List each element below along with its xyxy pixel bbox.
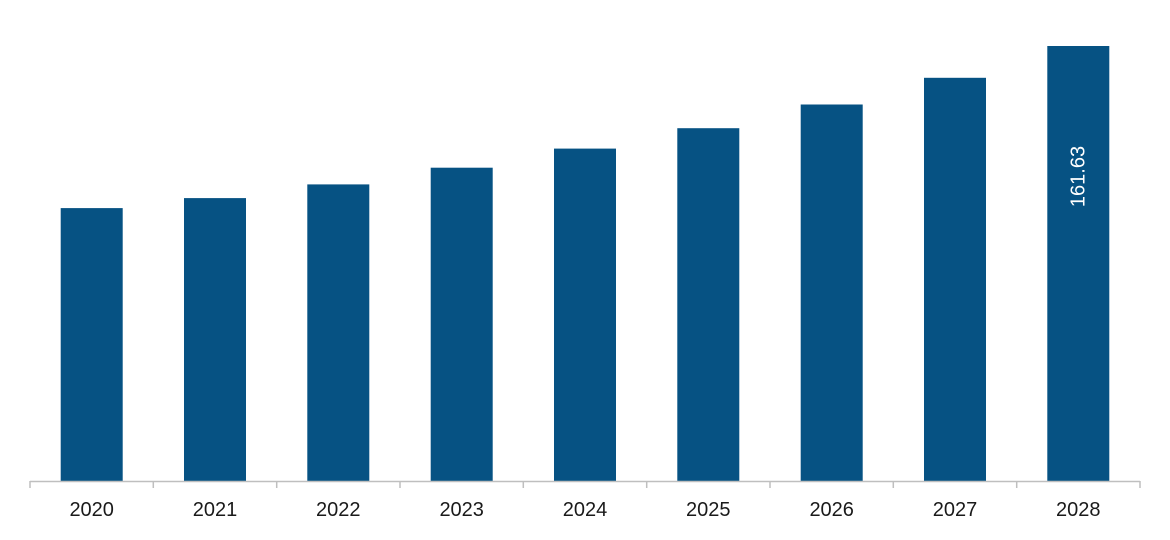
x-tick-label-2023: 2023 (439, 499, 484, 521)
x-tick-label-2022: 2022 (316, 499, 361, 521)
bar-2023 (430, 167, 493, 481)
x-tick-label-2024: 2024 (563, 499, 608, 521)
x-tick-label-2027: 2027 (933, 499, 978, 521)
bar-2028 (1047, 46, 1110, 481)
x-tick-label-2028: 2028 (1056, 499, 1101, 521)
bar-2021 (184, 198, 246, 481)
bar-2020 (60, 208, 123, 481)
data-label-2028: 161.63 (1067, 146, 1089, 207)
x-tick-label-2021: 2021 (193, 499, 238, 521)
bars-layer (60, 46, 1110, 482)
bar-2025 (677, 128, 740, 481)
bar-2024 (554, 148, 616, 481)
x-axis: 2020 2021 2022 2023 2024 2025 2026 2027 2028 (29, 480, 1141, 521)
bar-2022 (307, 184, 370, 481)
x-tick-label-2020: 2020 (69, 499, 114, 521)
bar-2027 (924, 77, 986, 482)
bar-2026 (800, 104, 863, 481)
x-tick-label-2025: 2025 (686, 499, 731, 521)
labels-layer: 161.63 (1067, 146, 1089, 207)
x-tick-label-2026: 2026 (809, 499, 854, 521)
